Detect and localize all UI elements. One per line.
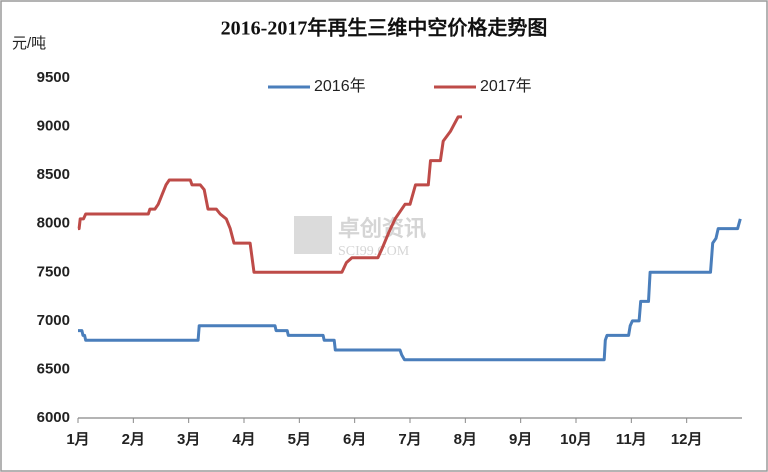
x-tick-label: 5月 [288, 431, 311, 448]
y-tick-label: 6500 [37, 360, 70, 377]
legend-label: 2017年 [480, 77, 532, 95]
y-unit-label: 元/吨 [12, 35, 46, 52]
x-tick-label: 6月 [343, 431, 366, 448]
x-tick-label: 12月 [671, 431, 703, 448]
watermark-logo [294, 216, 332, 254]
y-tick-label: 6000 [37, 409, 70, 426]
y-tick-label: 7000 [37, 312, 70, 329]
legend-label: 2016年 [314, 77, 366, 95]
x-tick-label: 3月 [177, 431, 200, 448]
x-tick-label: 4月 [232, 431, 255, 448]
x-tick-label: 7月 [398, 431, 421, 448]
y-tick-label: 9500 [37, 69, 70, 86]
y-tick-label: 8000 [37, 215, 70, 232]
y-tick-label: 7500 [37, 263, 70, 280]
series-line [77, 115, 462, 274]
watermark-text: SCI99.COM [338, 244, 410, 259]
x-tick-label: 1月 [66, 431, 89, 448]
y-tick-label: 9000 [37, 118, 70, 135]
watermark: 卓创资讯 SCI99.COM [294, 216, 426, 259]
chart-title: 2016-2017年再生三维中空价格走势图 [221, 16, 548, 40]
series-line [78, 218, 742, 362]
watermark-text: 卓创资讯 [338, 216, 426, 241]
x-tick-label: 8月 [454, 431, 477, 448]
x-tick-label: 11月 [616, 431, 647, 448]
x-tick-label: 2月 [122, 431, 145, 448]
y-tick-label: 8500 [37, 166, 70, 183]
x-tick-label: 9月 [509, 431, 532, 448]
x-tick-label: 10月 [560, 431, 592, 448]
